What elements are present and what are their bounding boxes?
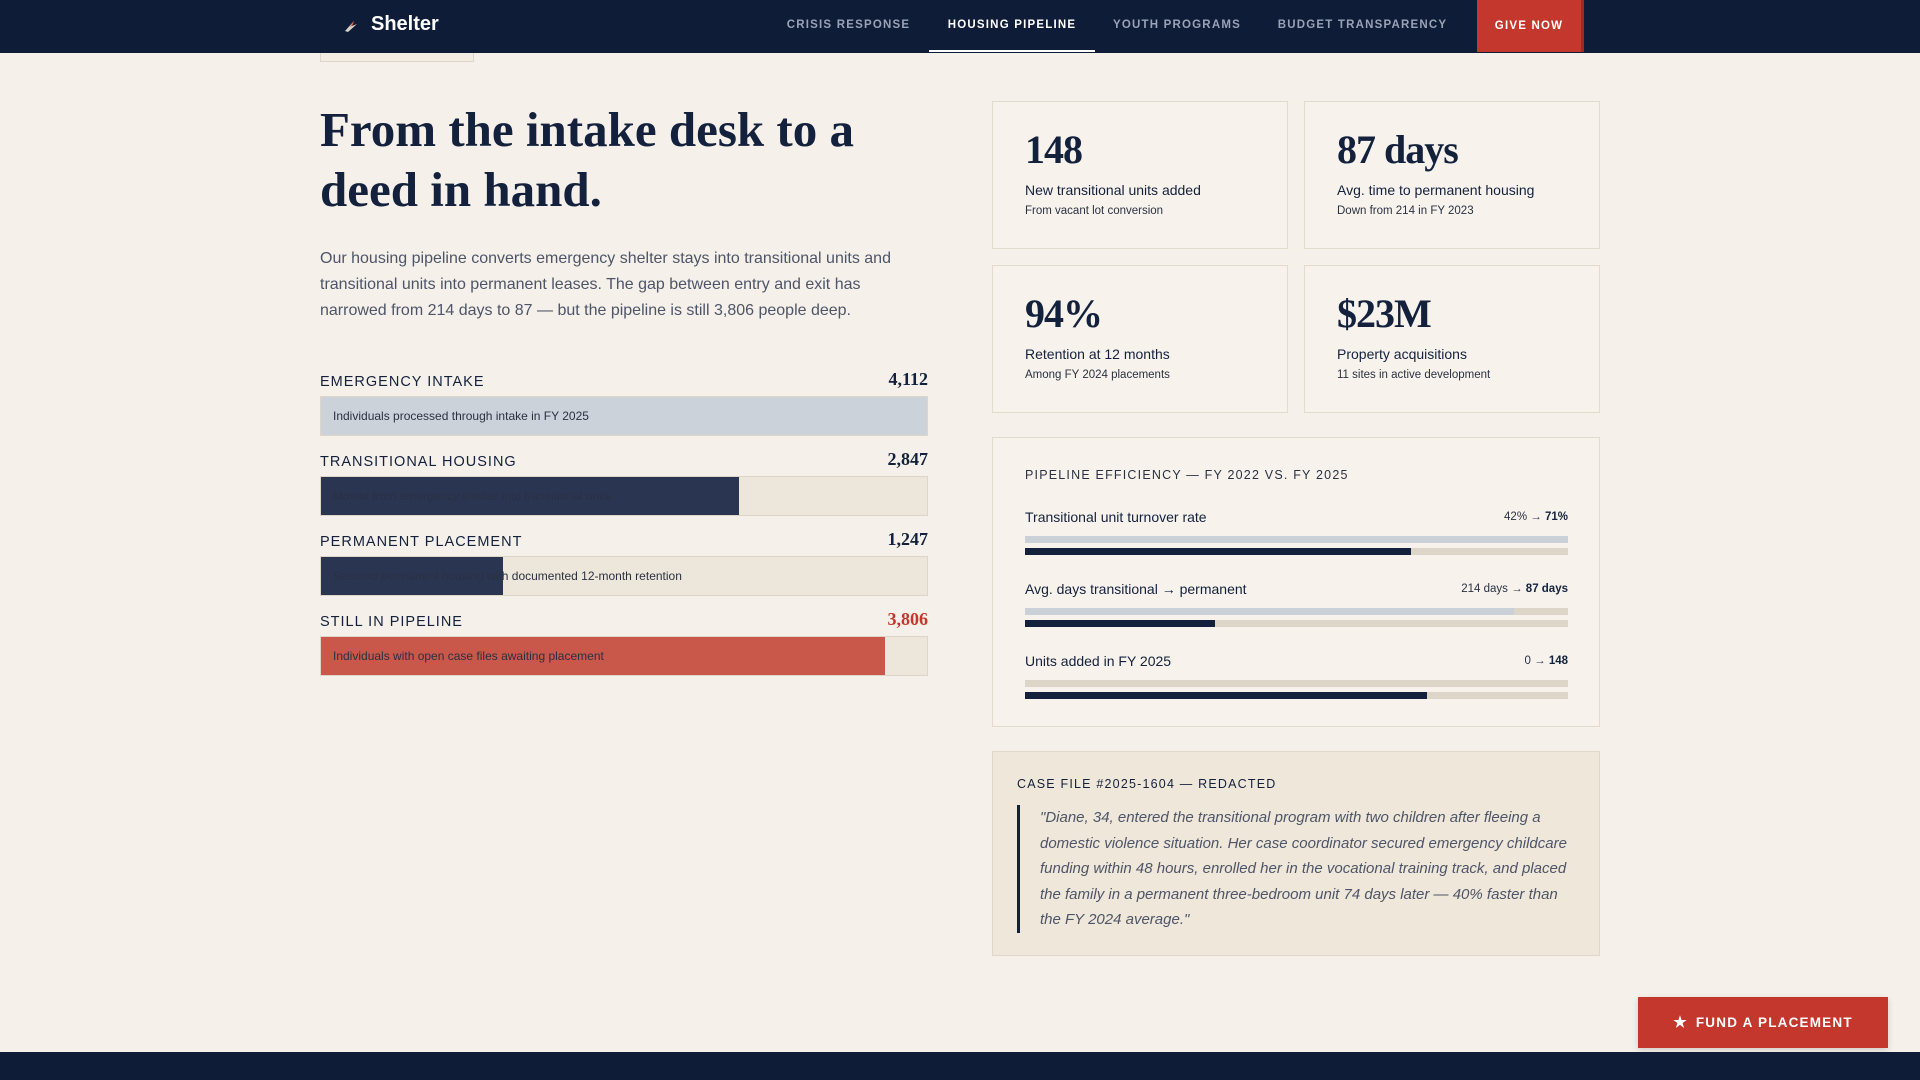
case-file-panel: CASE FILE #2025-1604 — REDACTED "Diane, … — [992, 751, 1600, 956]
funnel-value: 3,806 — [887, 609, 929, 629]
funnel-bar: Individuals processed through intake in … — [320, 396, 928, 436]
nav-link-crisis-response[interactable]: CRISIS RESPONSE — [786, 19, 911, 31]
funnel-value: 2,847 — [887, 449, 929, 469]
funnel-label: STILL IN PIPELINE — [320, 614, 463, 630]
nav-link-youth-programs[interactable]: YOUTH PROGRAMS — [1113, 19, 1241, 31]
before-bar — [1025, 608, 1568, 615]
efficiency-row-turnover: Transitional unit turnover rate 42% → 71… — [1025, 508, 1568, 555]
funnel-bar-fill — [321, 557, 503, 595]
after-bar — [1025, 692, 1568, 699]
nav-link-housing-pipeline[interactable]: HOUSING PIPELINE — [929, 0, 1095, 52]
before-bar — [1025, 680, 1568, 687]
after-bar-fill — [1025, 548, 1411, 555]
funnel-row-still-in-pipeline: STILL IN PIPELINE 3,806 Individuals with… — [320, 604, 928, 676]
funnel-bar-fill — [321, 397, 927, 435]
after-bar-fill — [1025, 620, 1216, 627]
flame-icon — [345, 20, 357, 32]
funnel-value: 4,112 — [888, 369, 928, 389]
stat-note: Among FY 2024 placements — [1025, 369, 1170, 381]
after-value: 148 — [1548, 655, 1568, 667]
funnel-description: Moved from emergency shelter into transi… — [333, 489, 612, 503]
before-value: 0 — [1524, 655, 1531, 667]
stat-value: 94% — [1025, 291, 1103, 336]
funnel-bar-fill — [321, 477, 740, 515]
nav-link-budget-transparency[interactable]: BUDGET TRANSPARENCY — [1277, 19, 1448, 31]
funnel-label: TRANSITIONAL HOUSING — [320, 454, 517, 470]
brand-logo[interactable]: Shelter — [341, 13, 439, 36]
efficiency-label: Transitional unit turnover rate — [1025, 509, 1207, 525]
stat-value: 148 — [1025, 127, 1083, 172]
arrow-icon: → — [1534, 655, 1546, 667]
after-value: 71% — [1544, 511, 1568, 523]
case-file-heading: CASE FILE #2025-1604 — REDACTED — [1017, 777, 1277, 791]
efficiency-compare: 42% → 71% — [1504, 511, 1568, 523]
footer-bar — [0, 1052, 1920, 1080]
funnel-bar: Individuals with open case files awaitin… — [320, 636, 928, 676]
funnel-label: PERMANENT PLACEMENT — [320, 534, 523, 550]
stat-note: Down from 214 in FY 2023 — [1337, 205, 1474, 217]
before-bar — [1025, 536, 1568, 543]
funnel-bar-fill — [321, 637, 885, 675]
before-bar-fill — [1025, 608, 1514, 615]
funnel-row-transitional-housing: TRANSITIONAL HOUSING 2,847 Moved from em… — [320, 444, 928, 516]
give-now-button[interactable]: GIVE NOW — [1477, 0, 1584, 52]
funnel-bar: Moved from emergency shelter into transi… — [320, 476, 928, 516]
after-value: 87 days — [1525, 583, 1568, 595]
stat-value: 87 days — [1337, 127, 1459, 172]
stat-card-days: 87 days Avg. time to permanent housing D… — [1304, 101, 1600, 249]
before-value: 214 days — [1461, 583, 1508, 595]
funnel-value: 1,247 — [887, 529, 929, 549]
funnel-description: Individuals processed through intake in … — [333, 409, 589, 423]
efficiency-label: Units added in FY 2025 — [1025, 653, 1172, 669]
before-bar-fill — [1025, 536, 1568, 543]
efficiency-compare: 0 → 148 — [1525, 655, 1569, 667]
stat-card-retention: 94% Retention at 12 months Among FY 2024… — [992, 265, 1288, 413]
stat-card-acquisitions: $23M Property acquisitions 11 sites in a… — [1304, 265, 1600, 413]
brand-name: Shelter — [371, 13, 439, 35]
stat-label: Property acquisitions — [1337, 346, 1467, 362]
funnel-label: EMERGENCY INTAKE — [320, 374, 485, 390]
top-nav: Shelter CRISIS RESPONSE HOUSING PIPELINE… — [0, 0, 1920, 53]
funnel-description: Secured permanent housing with documente… — [333, 569, 682, 583]
panel-heading: PIPELINE EFFICIENCY — FY 2022 VS. FY 202… — [1025, 468, 1349, 482]
efficiency-row-days: Avg. days transitional → permanent 214 d… — [1025, 580, 1568, 627]
hero-intro: Our housing pipeline converts emergency … — [320, 250, 891, 319]
fund-placement-label: FUND A PLACEMENT — [1695, 1015, 1853, 1030]
stat-label: Retention at 12 months — [1025, 346, 1170, 362]
stat-label: Avg. time to permanent housing — [1337, 182, 1535, 198]
page-title: From the intake desk to a deed in hand. — [320, 102, 854, 217]
after-bar — [1025, 548, 1568, 555]
star-icon: ★ — [1673, 1014, 1688, 1031]
funnel-bar: Secured permanent housing with documente… — [320, 556, 928, 596]
after-bar-fill — [1025, 692, 1427, 699]
funnel-row-emergency-intake: EMERGENCY INTAKE 4,112 Individuals proce… — [320, 364, 928, 436]
efficiency-compare: 214 days → 87 days — [1461, 583, 1568, 595]
case-file-quote: "Diane, 34, entered the transitional pro… — [1017, 805, 1577, 933]
stat-note: 11 sites in active development — [1337, 369, 1491, 381]
arrow-icon: → — [1511, 583, 1523, 595]
after-bar — [1025, 620, 1568, 627]
stat-note: From vacant lot conversion — [1025, 205, 1164, 217]
arrow-icon: → — [1530, 511, 1542, 523]
stat-card-units: 148 New transitional units added From va… — [992, 101, 1288, 249]
efficiency-row-units: Units added in FY 2025 0 → 148 — [1025, 652, 1568, 699]
funnel-description: Individuals with open case files awaitin… — [333, 649, 604, 663]
efficiency-label: Avg. days transitional → permanent — [1025, 581, 1247, 597]
section-tab-stub — [320, 53, 474, 62]
pipeline-efficiency-panel: PIPELINE EFFICIENCY — FY 2022 VS. FY 202… — [992, 437, 1600, 727]
fund-placement-button[interactable]: ★ FUND A PLACEMENT — [1638, 997, 1888, 1048]
stat-value: $23M — [1337, 291, 1432, 336]
stat-label: New transitional units added — [1025, 182, 1201, 198]
funnel-row-permanent-placement: PERMANENT PLACEMENT 1,247 Secured perman… — [320, 524, 928, 596]
before-value: 42% — [1504, 511, 1528, 523]
